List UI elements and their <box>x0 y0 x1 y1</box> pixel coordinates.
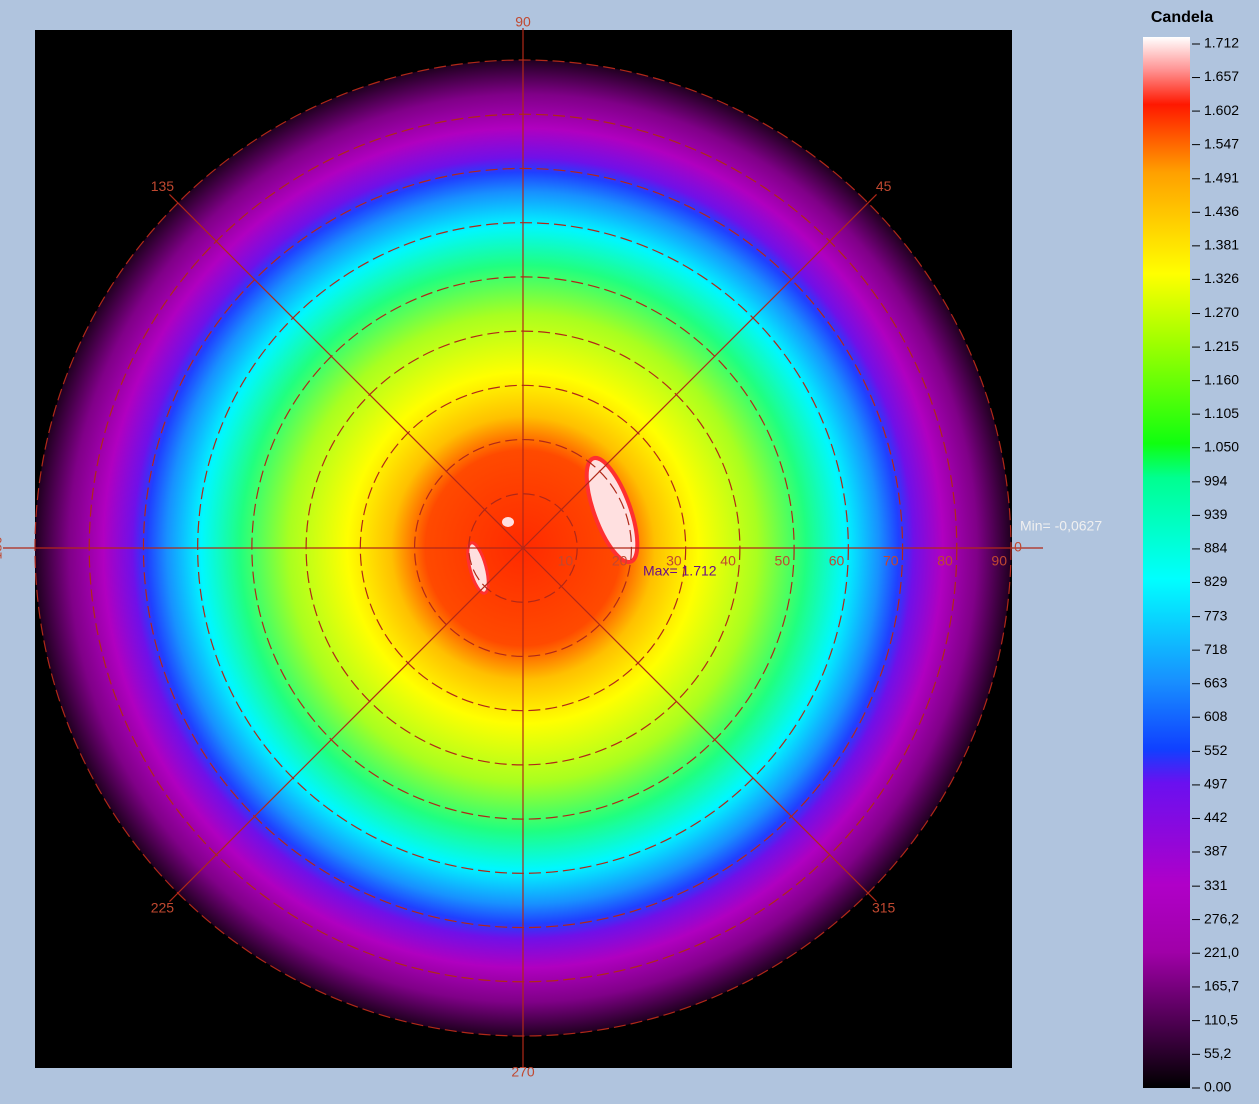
min-label: Min= -0,0627 <box>1020 518 1102 534</box>
hot-spot <box>584 455 640 565</box>
colorbar-tick-label: 1.657 <box>1204 68 1239 84</box>
colorbar-tick-label: 939 <box>1204 506 1228 522</box>
colorbar-tick-label: 1.602 <box>1204 102 1239 118</box>
hot-spot <box>466 541 490 595</box>
angle-grid-line <box>522 547 877 902</box>
colorbar-tick-label: 663 <box>1204 674 1228 690</box>
angle-tick-label: 315 <box>872 899 896 915</box>
colorbar-title: Candela <box>1151 9 1213 26</box>
colorbar-tick-label: 884 <box>1204 540 1228 556</box>
colorbar-tick-label: 110,5 <box>1204 1011 1238 1027</box>
colorbar-tick-label: 1.547 <box>1204 135 1239 151</box>
colorbar-tick-label: 718 <box>1204 641 1228 657</box>
hot-spot <box>502 517 514 527</box>
colorbar-tick-label: 1.436 <box>1204 203 1239 219</box>
colorbar-tick-label: 442 <box>1204 809 1228 825</box>
angle-grid-line <box>522 194 877 549</box>
radial-tick-label: 40 <box>720 553 736 569</box>
colorbar-tick-label: 1.381 <box>1204 237 1239 253</box>
radial-tick-label: 50 <box>775 553 791 569</box>
radial-tick-label: 20 <box>612 553 628 569</box>
max-label: Max= 1.712 <box>643 563 717 579</box>
colorbar-tick-label: 1.105 <box>1204 405 1239 421</box>
colorbar-tick-label: 387 <box>1204 843 1228 859</box>
radial-tick-label: 60 <box>829 553 845 569</box>
angle-tick-label: 225 <box>151 899 175 915</box>
radial-tick-label: 80 <box>937 553 953 569</box>
angle-tick-label: 270 <box>511 1064 535 1080</box>
colorbar-tick-label: 1.050 <box>1204 438 1239 454</box>
colorbar-tick-label: 1.712 <box>1204 35 1239 51</box>
colorbar-tick-label: 1.215 <box>1204 338 1239 354</box>
colorbar-tick-label: 1.326 <box>1204 270 1239 286</box>
radial-tick-label: 70 <box>883 553 899 569</box>
colorbar-tick-label: 552 <box>1204 742 1228 758</box>
radial-tick-label: 10 <box>558 553 574 569</box>
colorbar-tick-label: 276,2 <box>1204 910 1239 926</box>
angle-tick-label: 180 <box>0 536 5 560</box>
radial-tick-label: 30 <box>666 553 682 569</box>
colorbar-tick-label: 55,2 <box>1204 1045 1231 1061</box>
angle-tick-label: 45 <box>876 178 892 194</box>
colorbar <box>1143 37 1190 1088</box>
colorbar-tick-label: 497 <box>1204 776 1228 792</box>
colorbar-tick-label: 994 <box>1204 473 1228 489</box>
colorbar-tick-label: 1.270 <box>1204 304 1239 320</box>
angle-tick-label: 90 <box>515 14 531 30</box>
colorbar-tick-label: 1.491 <box>1204 169 1239 185</box>
colorbar-tick-label: 773 <box>1204 607 1228 623</box>
radial-tick-label: 90 <box>991 553 1007 569</box>
colorbar-tick-label: 608 <box>1204 708 1228 724</box>
angle-tick-label: 0 <box>1014 539 1022 555</box>
angle-grid-line <box>169 194 524 549</box>
colorbar-tick-label: 829 <box>1204 573 1228 589</box>
colorbar-tick-label: 0.00 <box>1204 1079 1231 1095</box>
angle-grid-line <box>169 547 524 902</box>
colorbar-tick-label: 165,7 <box>1204 978 1239 994</box>
angle-tick-label: 135 <box>151 178 175 194</box>
colorbar-tick-label: 331 <box>1204 877 1228 893</box>
colorbar-tick-label: 1.160 <box>1204 371 1239 387</box>
colorbar-tick-label: 221,0 <box>1204 944 1239 960</box>
